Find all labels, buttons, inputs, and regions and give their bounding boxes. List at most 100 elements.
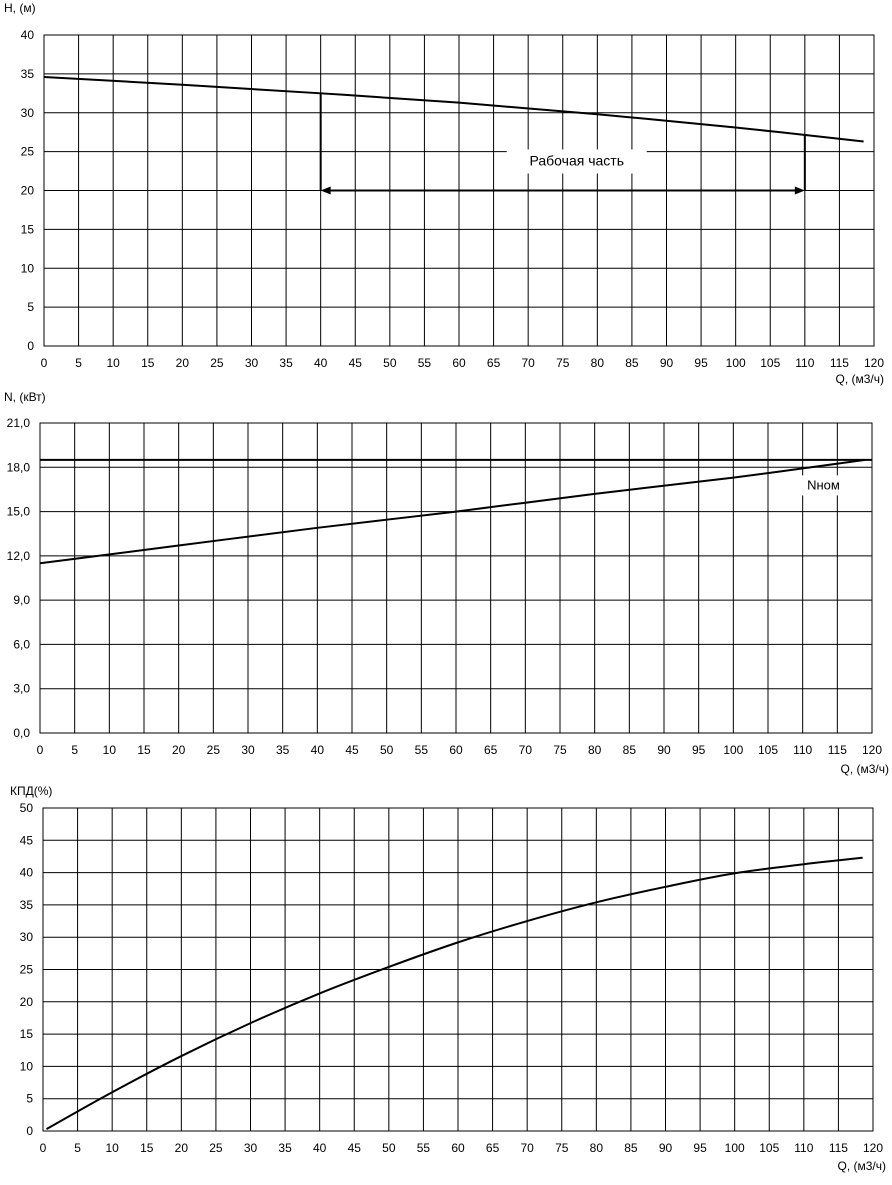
y-axis-label: H, (м) <box>4 1 36 15</box>
series-line-1 <box>45 856 863 1130</box>
x-tick-label: 0 <box>41 356 48 370</box>
x-tick-label: 50 <box>380 743 394 757</box>
x-tick-label: 90 <box>660 356 674 370</box>
y-axis-label: N, (кВт) <box>4 390 46 404</box>
x-tick-label: 85 <box>624 1141 638 1155</box>
x-tick-label: 120 <box>862 743 882 757</box>
y-tick-label: 15 <box>21 222 35 236</box>
x-tick-label: 70 <box>519 743 533 757</box>
x-tick-label: 120 <box>864 356 884 370</box>
x-tick-label: 85 <box>625 356 639 370</box>
range-arrow-head-left <box>320 186 331 195</box>
x-tick-label: 15 <box>141 356 155 370</box>
x-tick-label: 75 <box>553 743 567 757</box>
x-tick-label: 105 <box>760 356 780 370</box>
x-tick-label: 50 <box>382 1141 396 1155</box>
x-tick-label: 80 <box>590 1141 604 1155</box>
y-tick-label: 0 <box>27 339 34 353</box>
x-tick-label: 35 <box>276 743 290 757</box>
y-tick-label: 0,0 <box>13 726 30 740</box>
annotation-background <box>506 149 647 174</box>
y-tick-label: 0 <box>26 1124 33 1138</box>
x-tick-label: 55 <box>415 743 429 757</box>
x-tick-label: 15 <box>137 743 151 757</box>
x-tick-label: 105 <box>758 743 778 757</box>
y-tick-label: 35 <box>20 898 34 912</box>
x-tick-label: 25 <box>209 1141 223 1155</box>
plot-frame <box>43 34 875 347</box>
x-tick-label: 25 <box>210 356 224 370</box>
y-tick-label: 50 <box>20 801 34 815</box>
x-tick-label: 55 <box>417 1141 431 1155</box>
x-tick-label: 90 <box>657 743 671 757</box>
x-tick-label: 115 <box>828 743 847 757</box>
y-tick-label: 3,0 <box>13 682 30 696</box>
x-tick-label: 85 <box>623 743 637 757</box>
y-tick-label: 18,0 <box>7 460 31 474</box>
plot-frame <box>42 807 874 1132</box>
chart-3: 0 5 10 15 20 25 30 35 40 45 50 55 60 65 70 75 80 85 90 95 10… <box>10 784 886 1173</box>
y-tick-label: 15 <box>20 1027 34 1041</box>
x-tick-label: 100 <box>725 1141 745 1155</box>
x-tick-label: 10 <box>105 1141 119 1155</box>
range-arrow-head-right <box>794 186 805 195</box>
x-tick-label: 5 <box>74 1141 81 1155</box>
x-tick-label: 65 <box>486 1141 500 1155</box>
x-tick-label: 45 <box>348 1141 362 1155</box>
x-tick-label: 30 <box>245 356 259 370</box>
series-line-1 <box>39 458 866 565</box>
x-tick-label: 100 <box>723 743 743 757</box>
x-tick-label: 115 <box>830 356 849 370</box>
x-tick-label: 15 <box>140 1141 154 1155</box>
x-tick-label: 50 <box>383 356 397 370</box>
x-tick-label: 5 <box>75 356 82 370</box>
y-tick-label: 35 <box>21 67 35 81</box>
y-tick-label: 6,0 <box>13 637 30 651</box>
x-tick-label: 75 <box>555 1141 569 1155</box>
y-tick-label: 15,0 <box>7 505 31 519</box>
x-tick-label: 5 <box>71 743 78 757</box>
x-tick-label: 110 <box>795 356 814 370</box>
x-tick-label: 120 <box>863 1141 883 1155</box>
x-tick-label: 90 <box>659 1141 673 1155</box>
y-tick-label: 12,0 <box>7 549 31 563</box>
y-tick-label: 45 <box>20 833 34 847</box>
x-tick-label: 35 <box>278 1141 292 1155</box>
y-tick-label: 20 <box>21 184 35 198</box>
x-tick-label: 20 <box>175 1141 189 1155</box>
x-tick-label: 0 <box>37 743 44 757</box>
y-tick-label: 21,0 <box>7 416 31 430</box>
x-tick-label: 20 <box>172 743 186 757</box>
y-tick-label: 30 <box>20 930 34 944</box>
x-tick-label: 10 <box>103 743 117 757</box>
working-range-label: Рабочая часть <box>530 153 625 169</box>
x-axis-label: Q, (м3/ч) <box>840 762 889 776</box>
x-tick-label: 95 <box>694 356 708 370</box>
y-tick-label: 40 <box>20 866 34 880</box>
x-tick-label: 40 <box>311 743 325 757</box>
y-axis-label: КПД(%) <box>10 784 52 798</box>
series-line-1 <box>43 75 864 143</box>
x-tick-label: 110 <box>794 1141 813 1155</box>
x-tick-label: 60 <box>449 743 463 757</box>
x-tick-label: 100 <box>726 356 746 370</box>
x-tick-label: 0 <box>40 1141 47 1155</box>
x-tick-label: 45 <box>349 356 363 370</box>
x-tick-label: 105 <box>759 1141 779 1155</box>
y-tick-label: 25 <box>21 145 35 159</box>
x-tick-label: 60 <box>451 1141 465 1155</box>
nominal-power-label: Nном <box>807 477 840 492</box>
y-tick-label: 20 <box>20 995 34 1009</box>
chart-2: 0 5 10 15 20 25 30 35 40 45 50 55 60 65 70 75 80 85 90 95 10… <box>4 390 889 776</box>
x-tick-label: 20 <box>176 356 190 370</box>
y-tick-label: 25 <box>20 963 34 977</box>
x-tick-label: 40 <box>313 1141 327 1155</box>
x-tick-label: 115 <box>829 1141 848 1155</box>
x-tick-label: 80 <box>588 743 602 757</box>
x-tick-label: 70 <box>520 1141 534 1155</box>
x-axis-label: Q, (м3/ч) <box>835 372 884 386</box>
x-tick-label: 80 <box>591 356 605 370</box>
x-axis-label: Q, (м3/ч) <box>837 1159 886 1173</box>
x-tick-label: 95 <box>692 743 706 757</box>
